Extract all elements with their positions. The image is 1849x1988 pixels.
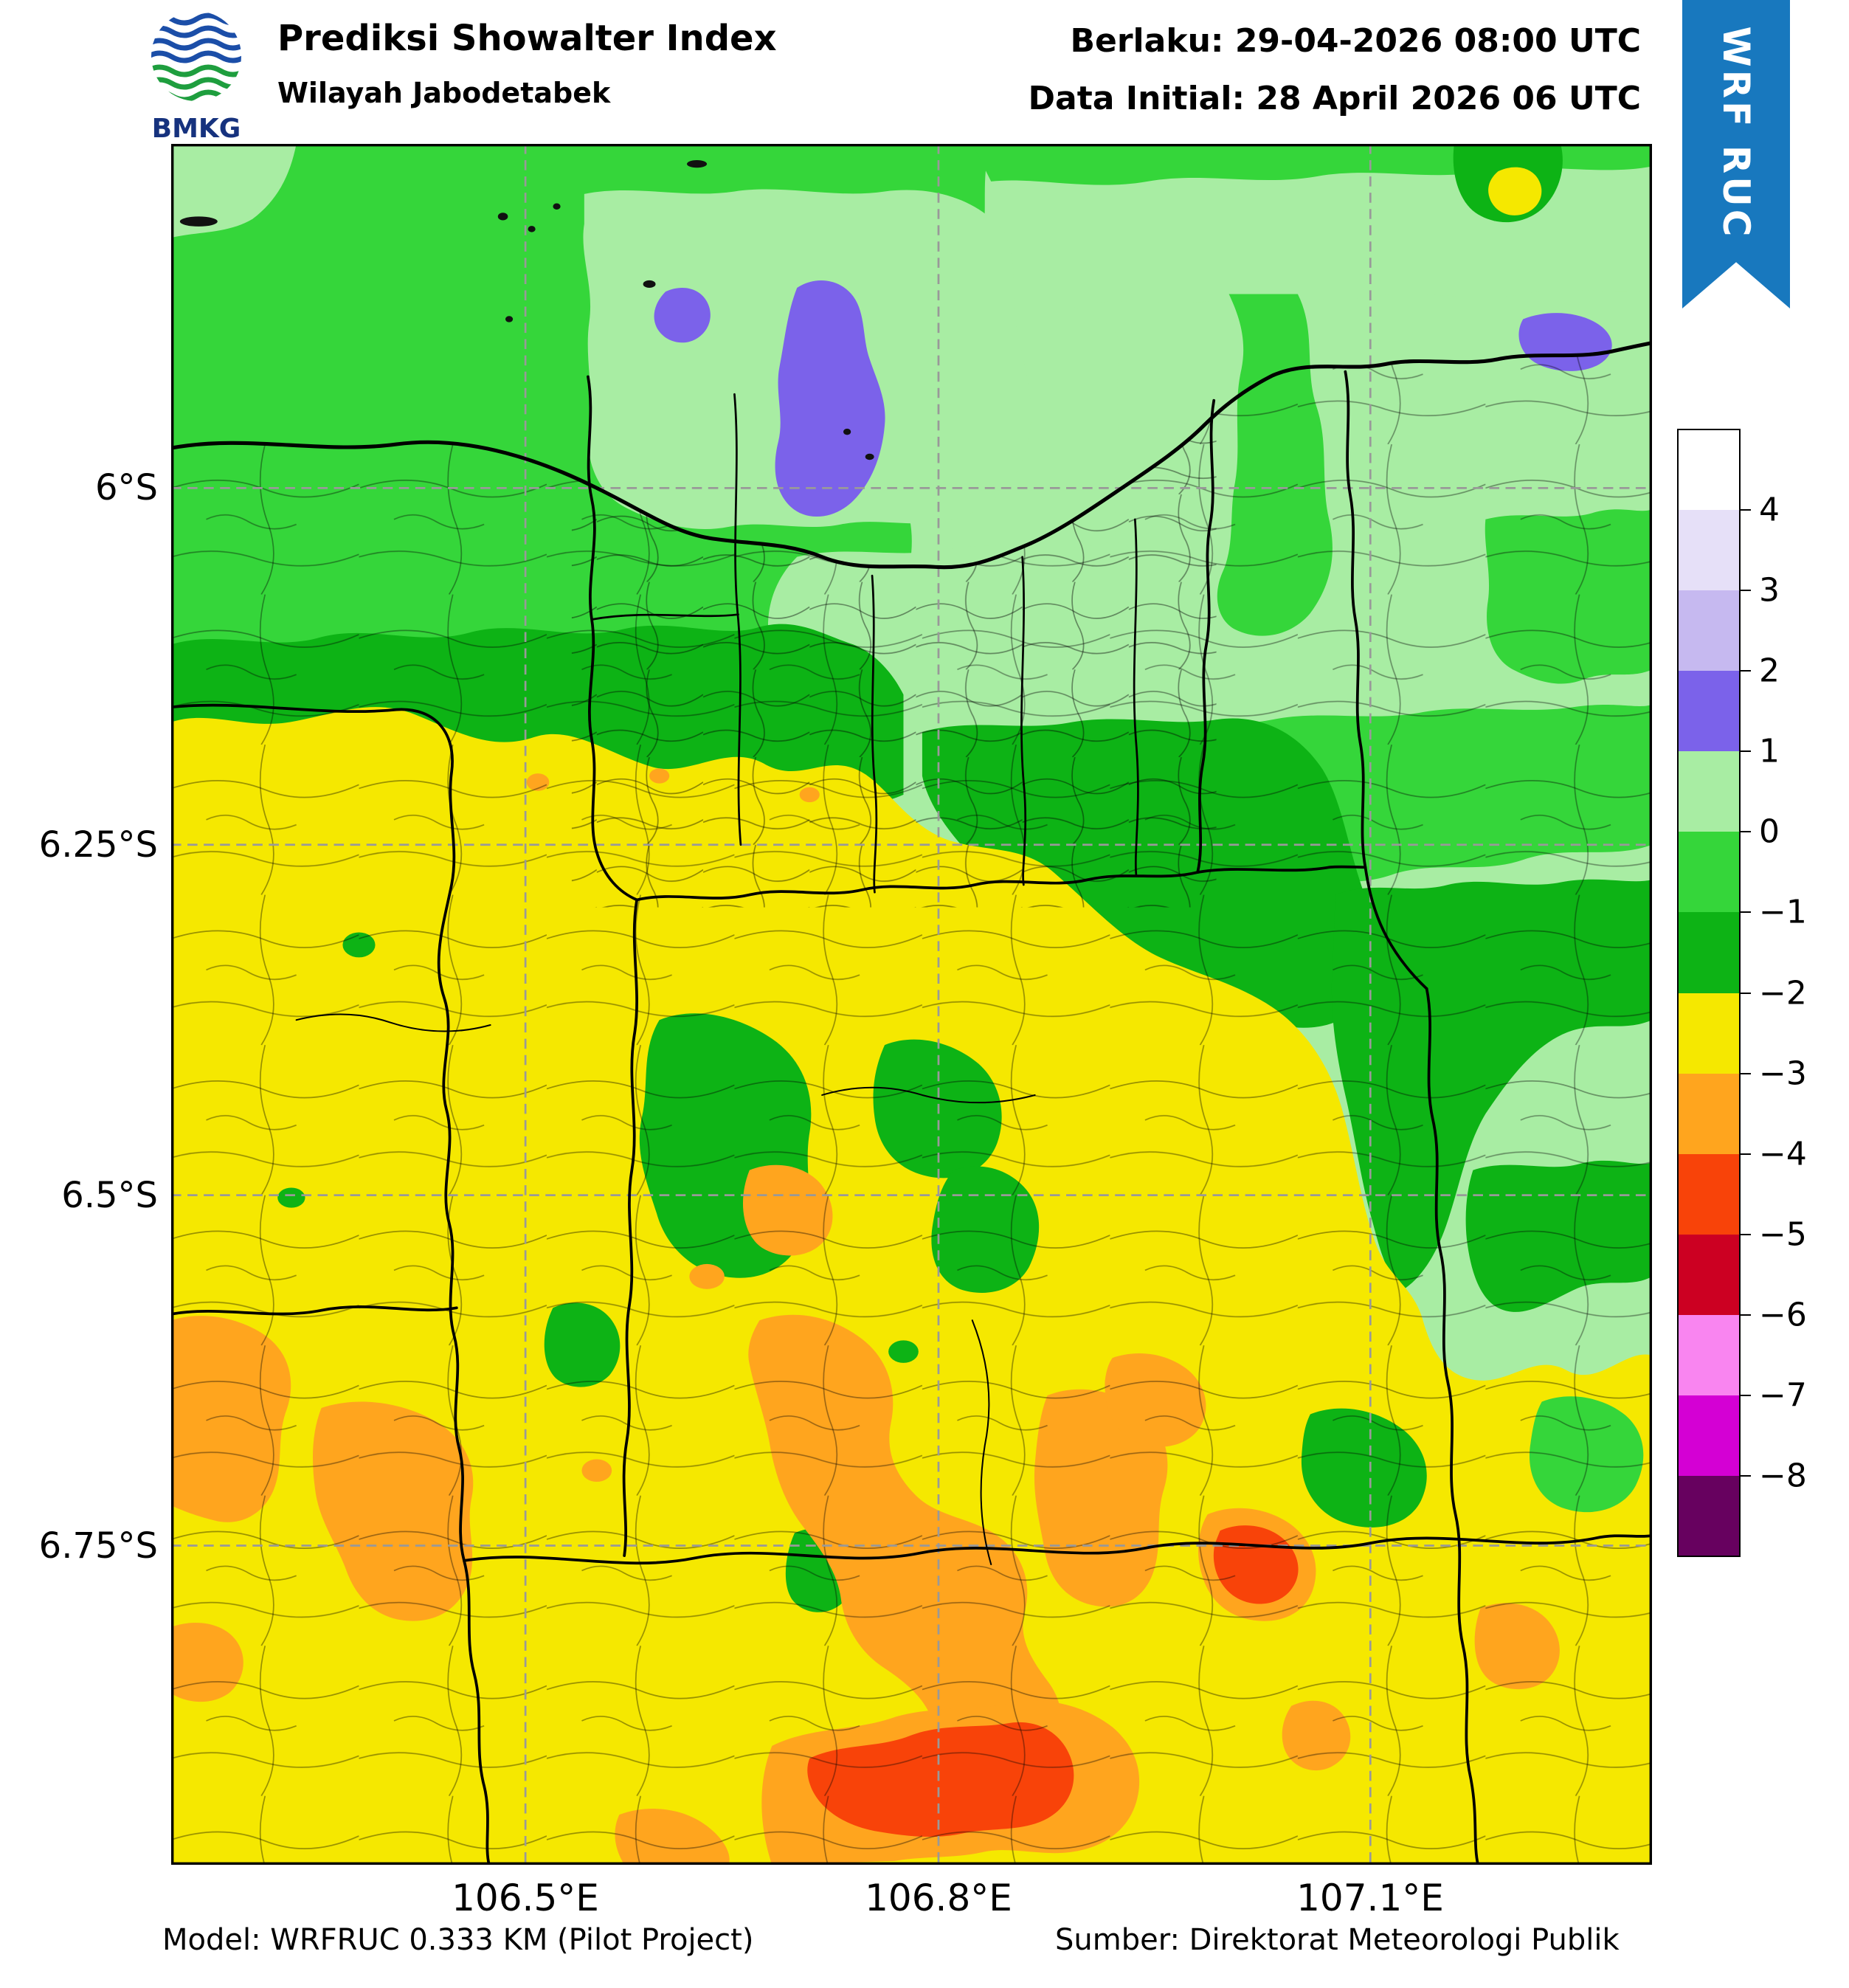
colorbar-segment — [1678, 751, 1740, 832]
colorbar-segment — [1678, 1476, 1740, 1556]
bmkg-logo-waves — [151, 11, 241, 101]
colorbar-label: −3 — [1759, 1055, 1807, 1093]
lat-tick-65s: 6.5°S — [61, 1175, 158, 1216]
colorbar-segment — [1678, 1074, 1740, 1155]
colorbar-label: 0 — [1759, 813, 1780, 851]
valid-time-label: Berlaku: 29-04-2026 08:00 UTC — [1070, 22, 1641, 60]
colorbar-segment — [1678, 832, 1740, 913]
map-figure — [171, 144, 1652, 1865]
gridlines — [171, 144, 1652, 1865]
colorbar-segment — [1678, 1395, 1740, 1477]
colorbar-ticks — [1740, 509, 1751, 1477]
admin-boundaries — [171, 341, 1652, 1865]
colorbar-label: 2 — [1759, 652, 1780, 690]
colorbar-label: −5 — [1759, 1216, 1807, 1254]
colorbar-segment — [1678, 912, 1740, 994]
model-ribbon-label: WRF RUC — [1715, 26, 1758, 240]
colorbar-label: −4 — [1759, 1136, 1807, 1173]
map-border — [171, 144, 1652, 1865]
map-canvas — [171, 144, 1652, 1865]
colorbar-segment — [1678, 510, 1740, 591]
colorbar-labels: 4 3 2 1 0 −1 −2 −3 −4 −5 −6 −7 −8 — [1759, 491, 1807, 1495]
bmkg-logo-label: BMKG — [152, 114, 241, 144]
lon-tick-1065e: 106.5°E — [452, 1877, 599, 1919]
colorbar-segment — [1678, 671, 1740, 752]
lat-tick-6s: 6°S — [94, 467, 158, 508]
lat-tick-625s: 6.25°S — [38, 824, 158, 866]
lon-tick-1068e: 106.8°E — [865, 1877, 1012, 1919]
page-subtitle: Wilayah Jabodetabek — [277, 77, 611, 109]
colorbar-label: 4 — [1759, 491, 1780, 529]
colorbar-segment — [1678, 1235, 1740, 1316]
colorbar-label: −7 — [1759, 1377, 1807, 1415]
colorbar: 4 3 2 1 0 −1 −2 −3 −4 −5 −6 −7 −8 — [1677, 429, 1807, 1557]
initial-time-label: Data Initial: 28 April 2026 06 UTC — [1028, 80, 1641, 117]
colorbar-label: −6 — [1759, 1297, 1807, 1334]
page-title: Prediksi Showalter Index — [277, 18, 777, 59]
colorbar-segment — [1678, 590, 1740, 672]
colorbar-label: 1 — [1759, 733, 1780, 770]
colorbar-label: −8 — [1759, 1457, 1807, 1495]
lon-tick-1071e: 107.1°E — [1296, 1877, 1444, 1919]
bmkg-logo: BMKG — [151, 11, 241, 144]
model-ribbon: WRF RUC — [1682, 0, 1790, 308]
colorbar-label: −1 — [1759, 894, 1807, 931]
model-info: Model: WRFRUC 0.333 KM (Pilot Project) — [162, 1923, 754, 1957]
colorbar-segment — [1678, 993, 1740, 1074]
source-info: Sumber: Direktorat Meteorologi Publik — [1055, 1923, 1620, 1957]
colorbar-segment — [1678, 1315, 1740, 1396]
colorbar-segment — [1678, 429, 1740, 511]
islands — [179, 160, 874, 460]
colorbar-label: 3 — [1759, 572, 1780, 610]
lat-tick-675s: 6.75°S — [38, 1525, 158, 1567]
colorbar-segments — [1678, 429, 1740, 1556]
colorbar-segment — [1678, 1154, 1740, 1235]
colorbar-label: −2 — [1759, 975, 1807, 1012]
